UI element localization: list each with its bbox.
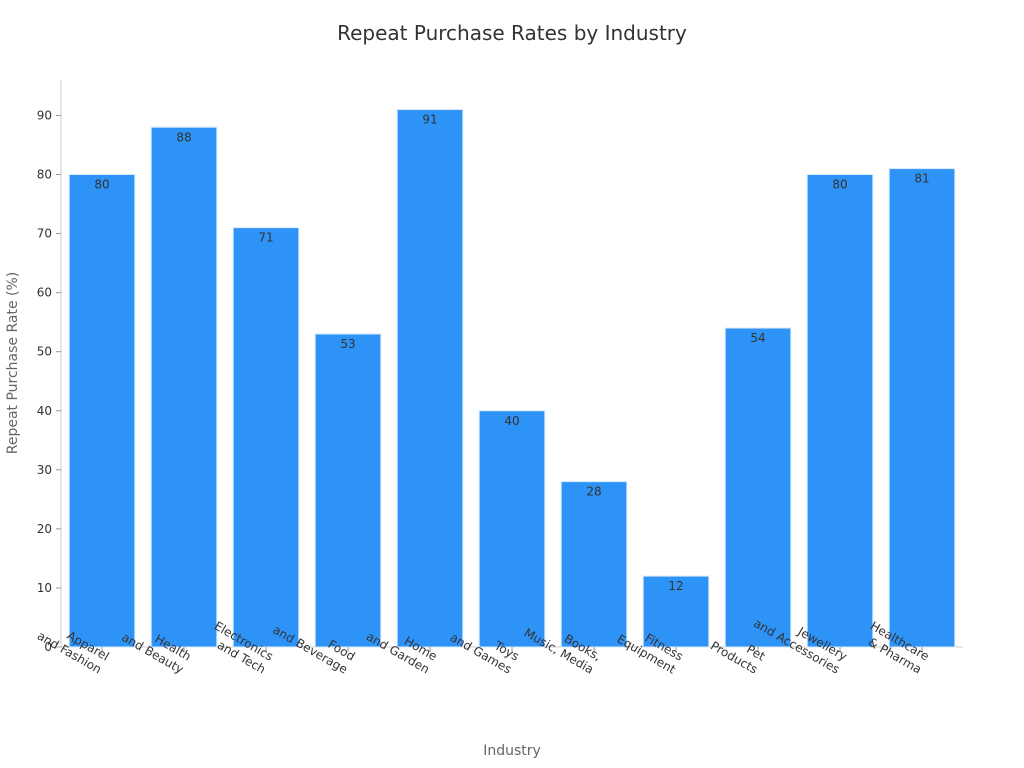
bar	[150, 126, 218, 648]
y-axis-title: Repeat Purchase Rate (%)	[5, 272, 21, 455]
data-label: 91	[422, 113, 437, 127]
data-label: 88	[176, 130, 191, 144]
y-tick-label: 10	[37, 581, 52, 595]
bar	[232, 227, 300, 648]
y-tick-label: 70	[37, 227, 52, 241]
chart-title: Repeat Purchase Rates by Industry	[337, 21, 687, 45]
data-label: 81	[914, 172, 929, 186]
y-tick-label: 0	[44, 640, 52, 654]
data-label: 80	[94, 178, 109, 192]
data-label: 12	[668, 579, 683, 593]
bar	[478, 410, 546, 648]
bar	[314, 333, 382, 648]
bar	[888, 168, 956, 648]
bar	[68, 174, 136, 648]
data-label: 53	[340, 337, 355, 351]
y-tick-label: 50	[37, 345, 52, 359]
bar	[560, 481, 628, 648]
y-tick-label: 60	[37, 286, 52, 300]
x-axis-title: Industry	[483, 743, 541, 759]
data-label: 40	[504, 414, 519, 428]
y-tick-label: 90	[37, 108, 52, 122]
y-tick-label: 30	[37, 463, 52, 477]
y-tick-label: 40	[37, 404, 52, 418]
data-label: 28	[586, 485, 601, 499]
y-tick-label: 80	[37, 168, 52, 182]
bar	[806, 174, 874, 648]
data-label: 71	[258, 231, 273, 245]
data-label: 54	[750, 331, 765, 345]
bar	[642, 575, 710, 648]
y-tick-label: 20	[37, 522, 52, 536]
bar	[396, 109, 464, 648]
data-label: 80	[832, 178, 847, 192]
bar	[724, 327, 792, 648]
